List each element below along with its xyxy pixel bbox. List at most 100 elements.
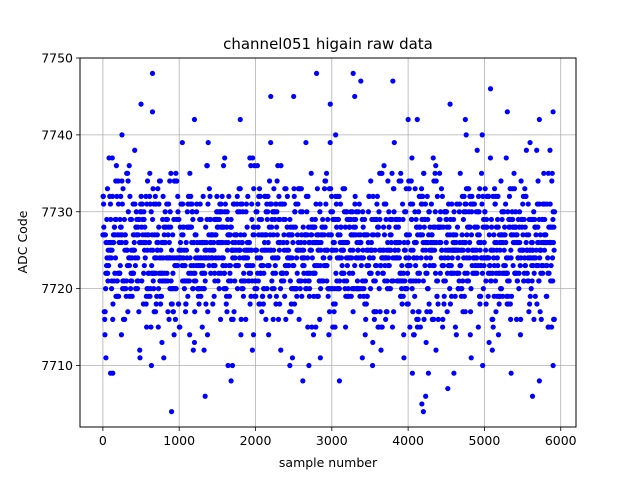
data-point bbox=[430, 155, 436, 161]
data-point bbox=[166, 316, 172, 322]
data-point bbox=[154, 232, 160, 238]
data-point bbox=[385, 178, 391, 184]
data-point bbox=[149, 109, 156, 115]
data-point bbox=[293, 286, 299, 292]
data-point bbox=[117, 262, 123, 269]
data-point bbox=[361, 286, 367, 292]
data-point bbox=[165, 309, 171, 315]
data-point bbox=[297, 286, 303, 292]
data-point bbox=[506, 193, 513, 199]
y-axis-label: ADC Code bbox=[15, 210, 30, 273]
data-point bbox=[127, 193, 133, 199]
data-point bbox=[211, 239, 217, 246]
data-point bbox=[451, 370, 457, 376]
data-point bbox=[224, 247, 231, 253]
data-point bbox=[357, 293, 363, 299]
data-point bbox=[228, 378, 234, 384]
data-point bbox=[527, 293, 533, 299]
data-point bbox=[353, 216, 359, 223]
data-point bbox=[123, 239, 129, 246]
data-point bbox=[492, 201, 498, 207]
data-point bbox=[124, 247, 130, 253]
data-point bbox=[433, 347, 439, 353]
data-point bbox=[275, 316, 282, 322]
data-point bbox=[173, 286, 179, 292]
data-point bbox=[350, 309, 356, 315]
data-point bbox=[313, 201, 319, 207]
data-point bbox=[170, 232, 176, 238]
data-point bbox=[325, 293, 331, 299]
data-point bbox=[461, 293, 467, 299]
data-point bbox=[305, 193, 311, 199]
y-tick-label: 7740 bbox=[41, 127, 73, 142]
data-point bbox=[499, 216, 505, 223]
data-point bbox=[419, 401, 425, 407]
data-point bbox=[248, 293, 254, 299]
data-point bbox=[383, 316, 389, 322]
data-point bbox=[433, 178, 439, 184]
data-point bbox=[532, 255, 539, 261]
data-point bbox=[129, 278, 135, 284]
data-point bbox=[429, 232, 435, 238]
data-point bbox=[190, 216, 196, 223]
data-point bbox=[273, 201, 279, 207]
data-point bbox=[449, 255, 455, 261]
data-point bbox=[248, 247, 255, 253]
data-point bbox=[440, 324, 446, 330]
data-point bbox=[229, 362, 236, 369]
data-point bbox=[431, 316, 437, 322]
data-point bbox=[193, 278, 199, 284]
data-point bbox=[516, 209, 523, 215]
data-point bbox=[126, 262, 133, 269]
data-point bbox=[132, 262, 138, 269]
data-point bbox=[139, 278, 145, 284]
data-point bbox=[374, 201, 380, 207]
data-point bbox=[511, 170, 517, 176]
data-point bbox=[423, 255, 429, 261]
data-point bbox=[137, 347, 143, 353]
data-point bbox=[468, 232, 475, 238]
data-point bbox=[272, 270, 279, 276]
data-point bbox=[205, 201, 211, 207]
data-point bbox=[230, 316, 236, 322]
data-point bbox=[268, 139, 274, 146]
data-point bbox=[493, 309, 499, 315]
data-point bbox=[406, 255, 412, 261]
data-point bbox=[313, 324, 319, 330]
data-point bbox=[107, 201, 114, 207]
data-point bbox=[529, 239, 535, 246]
data-point bbox=[366, 193, 372, 199]
data-point bbox=[115, 201, 122, 207]
data-point bbox=[249, 201, 255, 207]
data-point bbox=[204, 332, 211, 338]
data-point bbox=[445, 255, 451, 261]
data-point bbox=[190, 286, 196, 292]
data-point bbox=[504, 270, 510, 276]
data-point bbox=[542, 216, 548, 223]
x-axis-ticks: 0 1000 2000 3000 4000 5000 6000 bbox=[99, 427, 577, 448]
data-point bbox=[273, 301, 279, 307]
data-point bbox=[284, 239, 290, 246]
data-point bbox=[243, 209, 249, 215]
data-point bbox=[489, 347, 495, 353]
data-point bbox=[274, 209, 280, 215]
data-point bbox=[264, 286, 270, 292]
data-point bbox=[473, 247, 480, 253]
data-point bbox=[269, 224, 275, 230]
data-point bbox=[226, 193, 232, 199]
data-point bbox=[192, 309, 198, 315]
data-point bbox=[505, 209, 511, 215]
data-point bbox=[157, 178, 163, 184]
data-point bbox=[227, 270, 233, 276]
data-point bbox=[521, 216, 527, 223]
data-point bbox=[549, 170, 555, 176]
data-point bbox=[162, 239, 168, 246]
data-point bbox=[331, 309, 337, 315]
data-point bbox=[373, 262, 380, 269]
data-point bbox=[266, 332, 272, 338]
data-point bbox=[281, 201, 288, 207]
data-point bbox=[218, 201, 224, 207]
data-point bbox=[385, 239, 391, 246]
data-point bbox=[146, 239, 152, 246]
